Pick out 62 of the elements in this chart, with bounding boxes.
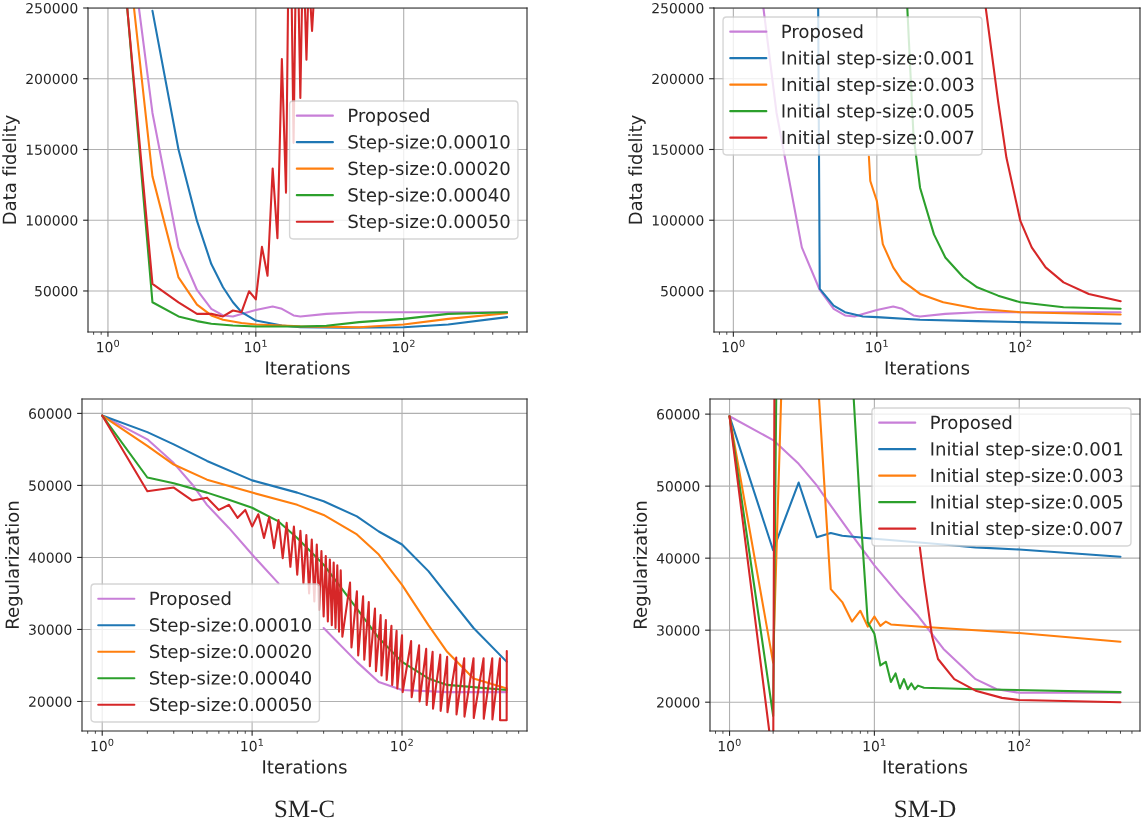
x-tick-label: 10$^{2}$	[1009, 339, 1032, 353]
text: SM-D	[895, 800, 956, 818]
y-tick-label: 60000	[29, 408, 72, 419]
x-axis-title: Iterations	[885, 360, 970, 375]
y-tick-label: 150000	[652, 144, 704, 155]
legend-label: Initial step-size:0.001	[931, 441, 1123, 460]
y-tick-label: 200000	[26, 73, 78, 85]
x-tick-label: 10$^{2}$	[1008, 738, 1031, 752]
legend-label: Initial step-size:0.005	[931, 494, 1123, 513]
y-tick-label: 250000	[652, 2, 704, 14]
x-axis-title: Iterations	[263, 759, 347, 774]
y-tick-label: 20000	[657, 697, 700, 708]
legend-label: Initial step-size:0.001	[782, 50, 974, 69]
x-tick-label: 10$^{1}$	[866, 339, 888, 353]
x-tick-label: 10$^{2}$	[391, 738, 413, 752]
y-tick-label: 150000	[26, 144, 78, 155]
legend-label: Step-size:0.00050	[348, 214, 510, 232]
legend-label: Proposed	[931, 415, 1012, 433]
legend-label: Initial step-size:0.005	[782, 103, 974, 122]
legend-label: Step-size:0.00040	[150, 670, 311, 689]
y-tick-label: 250000	[26, 2, 78, 14]
x-tick-label: 10$^{1}$	[863, 738, 886, 752]
y-tick-label: 40000	[28, 552, 72, 563]
x-tick-label: 10$^{0}$	[722, 339, 745, 353]
y-tick-label: 200000	[652, 73, 704, 85]
legend-label: Proposed	[782, 24, 863, 42]
y-tick-label: 60000	[657, 409, 700, 420]
legend-label: Step-size:0.00010	[150, 617, 311, 636]
legend-label: Initial step-size:0.007	[931, 521, 1123, 539]
x-tick-label: 10$^{1}$	[245, 339, 267, 353]
y-tick-label: 50000	[657, 481, 700, 492]
x-tick-label: 10$^{1}$	[241, 738, 263, 752]
y-tick-label: 50000	[35, 285, 78, 297]
y-tick-label: 40000	[656, 553, 700, 564]
legend-label: Proposed	[150, 591, 231, 609]
y-tick-label: 30000	[657, 625, 700, 636]
x-tick-label: 10$^{0}$	[91, 738, 114, 752]
y-tick-label: 30000	[29, 624, 72, 635]
x-axis-title: Iterations	[883, 759, 968, 774]
y-tick-label: 20000	[29, 696, 72, 707]
x-tick-label: 10$^{0}$	[97, 339, 120, 353]
y-tick-label: 50000	[29, 480, 72, 491]
legend-label: Initial step-size:0.007	[782, 130, 974, 148]
legend-label: Proposed	[349, 108, 429, 126]
legend-label: Initial step-size:0.003	[782, 77, 974, 95]
legend-label: Step-size:0.00020	[348, 161, 510, 179]
x-axis-title: Iterations	[266, 360, 350, 375]
x-tick-label: 10$^{2}$	[393, 339, 415, 353]
y-axis-title: Regularization	[633, 501, 651, 628]
y-tick-label: 50000	[661, 285, 704, 297]
y-axis-title: Data fidelity	[2, 115, 20, 224]
y-tick-label: 100000	[26, 215, 78, 226]
legend-label: Step-size:0.00010	[348, 134, 510, 153]
legend-label: Step-size:0.00040	[348, 187, 510, 206]
legend-label: Step-size:0.00020	[150, 644, 311, 662]
y-axis-title: Data fidelity	[628, 115, 646, 224]
y-tick-label: 100000	[652, 215, 704, 226]
legend-label: Step-size:0.00050	[150, 697, 311, 715]
legend-label: Initial step-size:0.003	[931, 468, 1123, 486]
text: SM-C	[275, 800, 334, 818]
x-tick-label: 10$^{0}$	[718, 738, 741, 752]
y-axis-title: Regularization	[5, 501, 23, 628]
